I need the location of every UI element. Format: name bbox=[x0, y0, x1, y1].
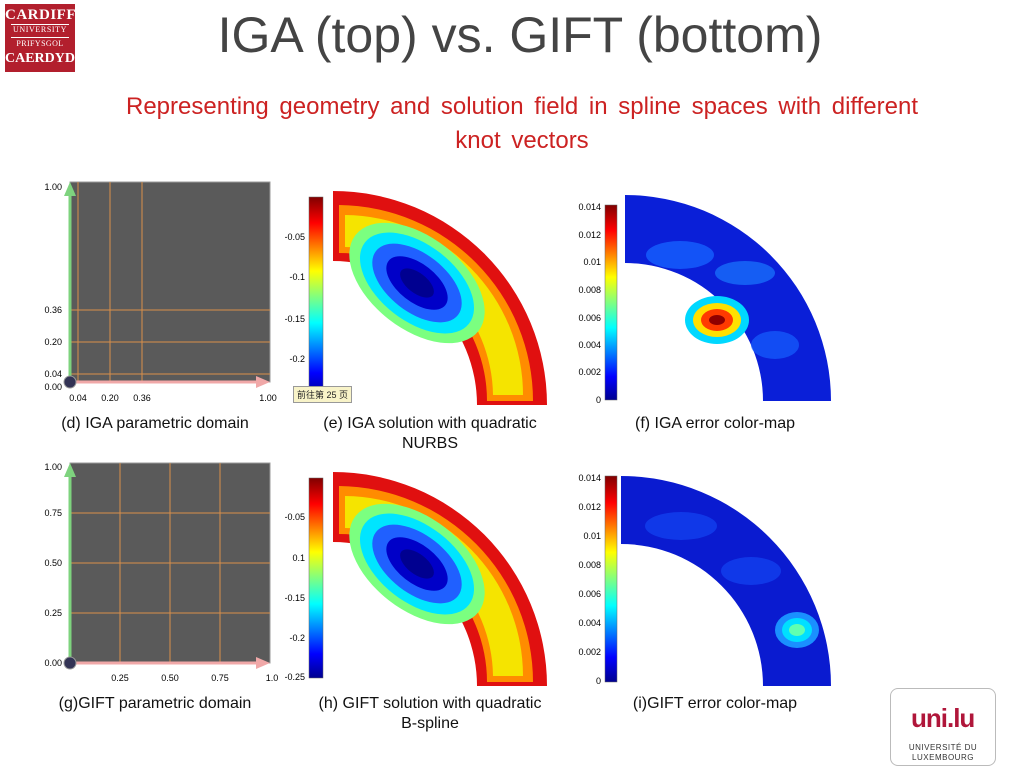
caption-e-line1: (e) IGA solution with quadratic bbox=[323, 415, 537, 432]
colorbar-tick: 0 bbox=[596, 676, 601, 686]
iga-error-plot: 0.014 0.012 0.01 0.008 0.006 0.004 0.002… bbox=[578, 195, 831, 405]
colorbar-tick: -0.2 bbox=[289, 354, 305, 364]
colorbar-tick: 0.014 bbox=[578, 202, 601, 212]
colorbar-tick: 0 bbox=[596, 395, 601, 405]
caption-d: (d) IGA parametric domain bbox=[61, 415, 249, 432]
iga-solution-plot: -0.05 -0.1 -0.15 -0.2 bbox=[285, 191, 547, 405]
colorbar-tick: 0.012 bbox=[578, 230, 601, 240]
ytick: 0.50 bbox=[44, 558, 62, 568]
gift-solution-plot: -0.05 0.1 -0.15 -0.2 -0.25 bbox=[285, 472, 547, 686]
colorbar-tick: 0.006 bbox=[578, 589, 601, 599]
logo-line4: CAERDYD bbox=[5, 51, 75, 66]
colorbar-tick: -0.1 bbox=[289, 272, 305, 282]
ytick: 0.36 bbox=[44, 305, 62, 315]
slide-subtitle: Representing geometry and solution field… bbox=[40, 90, 1004, 158]
slide-title: IGA (top) vs. GIFT (bottom) bbox=[217, 7, 823, 63]
logo-line1: CARDIFF bbox=[5, 7, 76, 23]
subtitle-line1: Representing geometry and solution field… bbox=[126, 93, 918, 120]
gift-error-plot: 0.014 0.012 0.01 0.008 0.006 0.004 0.002… bbox=[578, 473, 831, 686]
unilu-line1: UNIVERSITÉ DU bbox=[908, 743, 978, 752]
page-tooltip: 前往第 25 页 bbox=[293, 386, 353, 403]
colorbar-tick: 0.012 bbox=[578, 502, 601, 512]
caption-h: (h) GIFT solution with quadratic B-splin… bbox=[295, 694, 565, 734]
colorbar-tick: 0.01 bbox=[583, 531, 601, 541]
colorbar-tick: -0.15 bbox=[285, 593, 305, 603]
xtick: 0.25 bbox=[111, 673, 129, 683]
xtick: 0.75 bbox=[211, 673, 229, 683]
ytick: 0.20 bbox=[44, 337, 62, 347]
colorbar-tick: 0.004 bbox=[578, 618, 601, 628]
logo-line2: UNIVERSITY bbox=[13, 25, 67, 34]
xtick: 0.20 bbox=[101, 393, 119, 403]
gift-parametric-domain: 1.00 0.75 0.50 0.25 0.00 0.25 0.50 0.75 … bbox=[44, 462, 279, 683]
colorbar-tick: -0.05 bbox=[285, 512, 305, 522]
caption-i: (i)GIFT error color-map bbox=[632, 695, 798, 712]
colorbar-tick: -0.15 bbox=[285, 314, 305, 324]
colorbar-tick: -0.05 bbox=[285, 232, 305, 242]
unilu-logo: uni.lu UNIVERSITÉ DU LUXEMBOURG bbox=[890, 688, 996, 766]
colorbar-tick: 0.01 bbox=[583, 257, 601, 267]
caption-g: (g)GIFT parametric domain bbox=[58, 695, 252, 712]
subtitle-line2: knot vectors bbox=[455, 127, 589, 154]
xtick: 0.36 bbox=[133, 393, 151, 403]
caption-h-line1: (h) GIFT solution with quadratic bbox=[318, 695, 542, 712]
caption-e: (e) IGA solution with quadratic NURBS bbox=[295, 414, 565, 454]
unilu-mark: uni.lu bbox=[911, 703, 975, 733]
unilu-line2: LUXEMBOURG bbox=[912, 753, 974, 762]
ytick: 1.00 bbox=[44, 182, 62, 192]
xtick: 1.00 bbox=[259, 393, 277, 403]
colorbar-tick: 0.008 bbox=[578, 560, 601, 570]
ytick: 0.75 bbox=[44, 508, 62, 518]
colorbar-tick: -0.2 bbox=[289, 633, 305, 643]
xtick: 0.50 bbox=[161, 673, 179, 683]
ytick: 0.04 bbox=[44, 369, 62, 379]
colorbar-tick: 0.006 bbox=[578, 313, 601, 323]
ytick: 1.00 bbox=[44, 462, 62, 472]
caption-f: (f) IGA error color-map bbox=[634, 415, 796, 432]
logo-line3: PRIFYSGOL bbox=[16, 39, 64, 48]
ytick: 0.00 bbox=[44, 382, 62, 392]
colorbar-tick: 0.1 bbox=[292, 553, 305, 563]
iga-parametric-domain: 1.00 0.36 0.20 0.04 0.00 0.04 0.20 0.36 … bbox=[44, 181, 277, 403]
xtick: 0.04 bbox=[69, 393, 87, 403]
ytick: 0.00 bbox=[44, 658, 62, 668]
colorbar-tick: 0.002 bbox=[578, 367, 601, 377]
xtick: 1.0 bbox=[266, 673, 279, 683]
caption-h-line2: B-spline bbox=[401, 715, 459, 732]
cardiff-logo: CARDIFF UNIVERSITY PRIFYSGOL CAERDYD bbox=[5, 4, 76, 72]
colorbar-tick: 0.002 bbox=[578, 647, 601, 657]
caption-e-line2: NURBS bbox=[401, 435, 458, 452]
colorbar-tick: 0.008 bbox=[578, 285, 601, 295]
colorbar-tick: 0.014 bbox=[578, 473, 601, 483]
ytick: 0.25 bbox=[44, 608, 62, 618]
colorbar-tick: -0.25 bbox=[285, 672, 305, 682]
colorbar-tick: 0.004 bbox=[578, 340, 601, 350]
